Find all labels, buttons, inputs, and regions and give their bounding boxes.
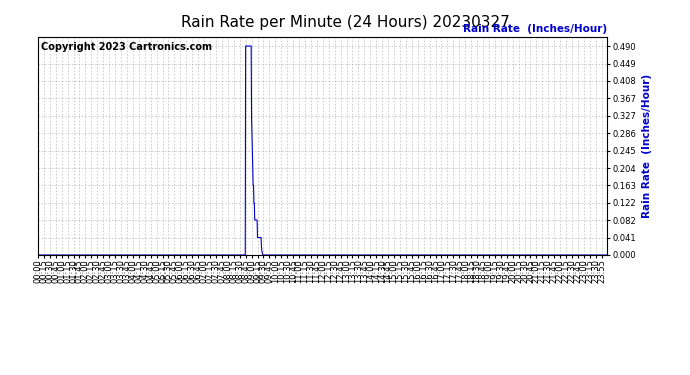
Text: Rain Rate  (Inches/Hour): Rain Rate (Inches/Hour)	[463, 24, 607, 34]
Y-axis label: Rain Rate  (Inches/Hour): Rain Rate (Inches/Hour)	[642, 74, 652, 218]
Text: Rain Rate per Minute (24 Hours) 20230327: Rain Rate per Minute (24 Hours) 20230327	[181, 15, 509, 30]
Text: Copyright 2023 Cartronics.com: Copyright 2023 Cartronics.com	[41, 42, 212, 52]
